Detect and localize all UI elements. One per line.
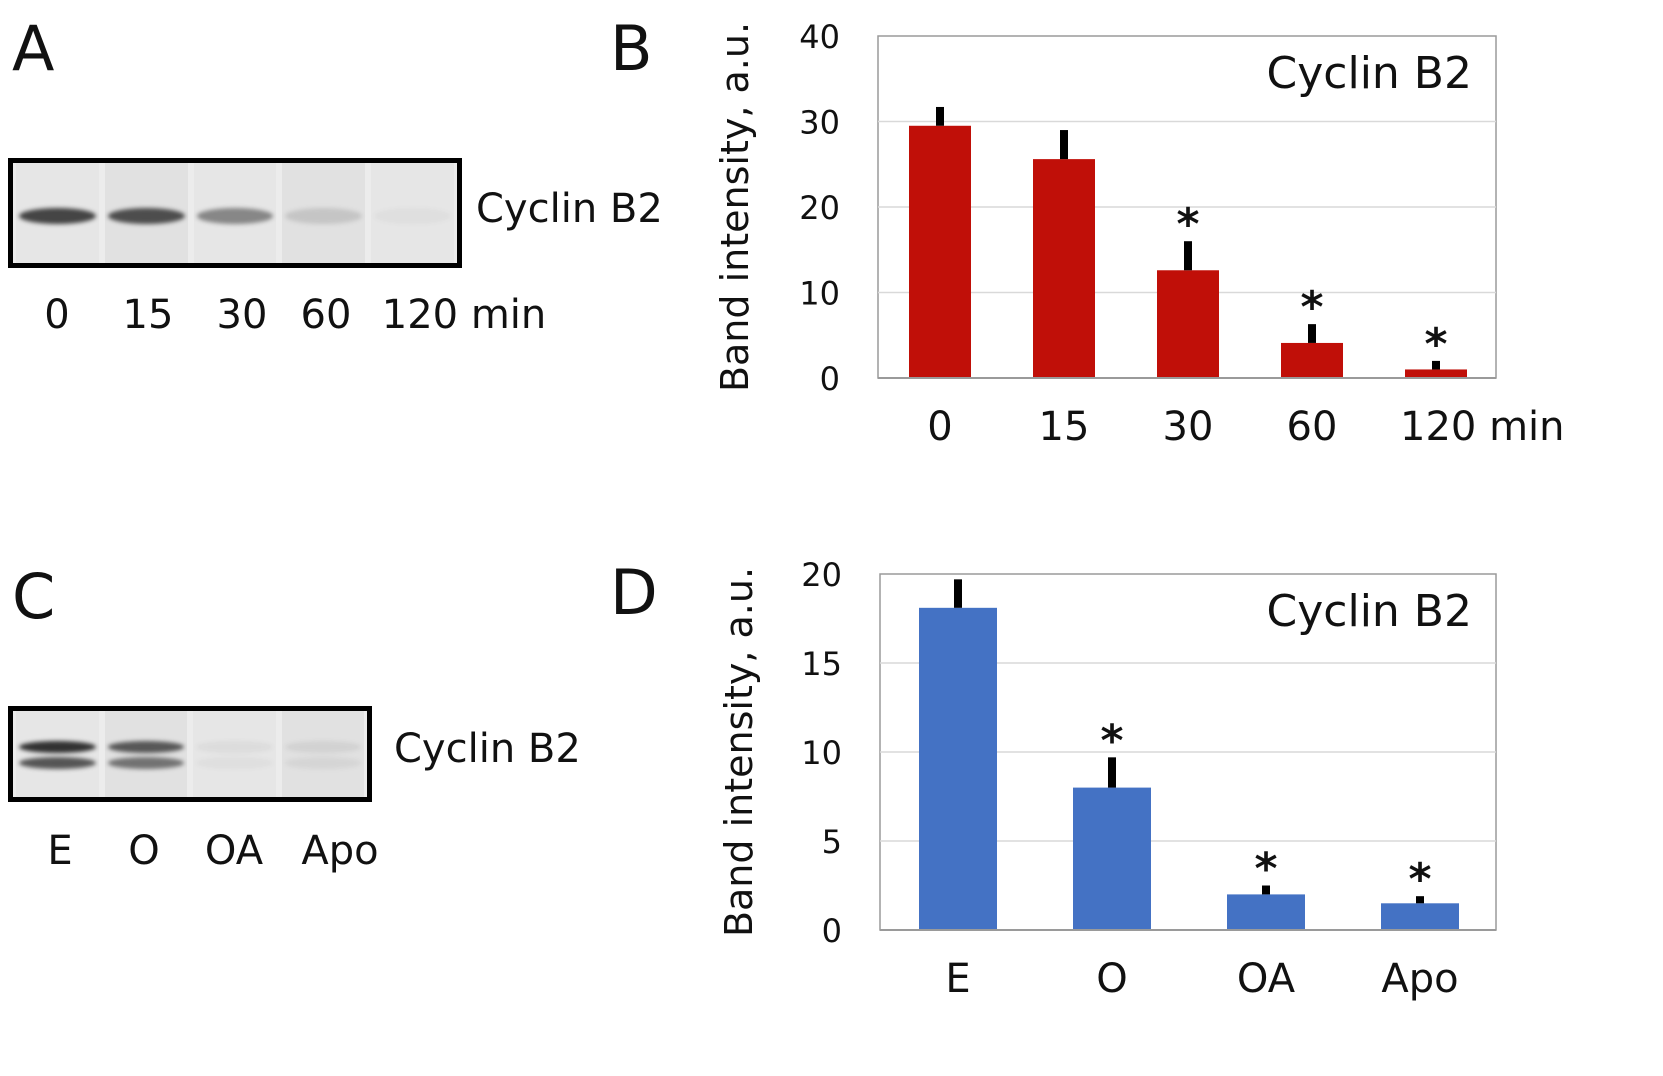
x-tick-label: OA (1237, 956, 1296, 1002)
chart-title: Cyclin B2 (1267, 48, 1472, 99)
protein-band (196, 741, 273, 753)
x-tick-label: Apo (1381, 956, 1458, 1002)
protein-band (19, 757, 96, 769)
x-tick-label: 120 min (1400, 404, 1565, 450)
protein-band (284, 757, 361, 769)
significance-marker: * (1100, 715, 1123, 766)
chart-group: 0 5 10 15 20 E * O * OA * Apo Cyclin B2 Band intensit… (717, 556, 1497, 1002)
x-tick-label: 0 (927, 404, 952, 450)
protein-band (374, 208, 451, 224)
bar (1157, 270, 1219, 378)
bar (1381, 903, 1459, 930)
y-tick-label: 20 (801, 556, 842, 594)
x-tick-label: 15 (1039, 404, 1090, 450)
bar (1227, 894, 1305, 930)
y-tick-label: 40 (799, 18, 840, 56)
significance-marker: * (1408, 854, 1431, 905)
blot-lane (193, 711, 276, 797)
y-tick-label: 0 (820, 360, 840, 398)
blot-label-c: Cyclin B2 (394, 726, 581, 772)
significance-marker: * (1300, 282, 1323, 333)
bar (1073, 787, 1151, 930)
panel-letter-c: C (12, 560, 56, 633)
chart-group: 0 10 20 30 40 0 15 * 30 * 60 * 120 min Cyclin B2 Band … (713, 18, 1565, 450)
lane-label: O (128, 828, 160, 874)
y-tick-label: 10 (801, 734, 842, 772)
bar (919, 607, 997, 930)
y-tick-label: 0 (822, 912, 842, 950)
x-tick-label: 30 (1163, 404, 1214, 450)
y-tick-label: 20 (799, 189, 840, 227)
protein-band (107, 741, 184, 753)
blot-lane (16, 711, 99, 797)
blot-lane (281, 711, 364, 797)
bar (1405, 369, 1467, 378)
y-tick-label: 15 (801, 645, 842, 683)
x-tick-label: O (1096, 956, 1127, 1002)
panel-letter-a: A (12, 12, 55, 85)
lane-label: 120 min (381, 292, 547, 338)
protein-band (107, 757, 184, 769)
bar (1281, 342, 1343, 378)
significance-marker: * (1254, 844, 1277, 895)
blot-lane (282, 163, 366, 263)
western-blot-c (8, 706, 372, 802)
protein-band (285, 208, 363, 224)
panel-letter-b: B (610, 12, 653, 85)
lane-label: 0 (44, 292, 70, 338)
western-blot-a (8, 158, 462, 268)
y-tick-label: 5 (822, 823, 842, 861)
y-tick-label: 10 (799, 275, 840, 313)
blot-label-a: Cyclin B2 (476, 186, 663, 232)
significance-marker: * (1176, 199, 1199, 250)
x-tick-label: 60 (1287, 404, 1338, 450)
y-tick-label: 30 (799, 104, 840, 142)
bar (909, 125, 971, 379)
protein-band (19, 741, 96, 753)
protein-band (196, 757, 273, 769)
lane-label: 60 (300, 292, 352, 338)
blot-lane (104, 711, 187, 797)
y-axis-label: Band intensity, a.u. (717, 567, 761, 937)
lane-label: E (47, 828, 73, 874)
protein-band (196, 208, 274, 224)
lane-label: Apo (301, 828, 379, 874)
lane-label: OA (204, 828, 264, 874)
x-tick-label: E (945, 956, 970, 1002)
bar (1033, 159, 1095, 378)
protein-band (284, 741, 361, 753)
blot-lane (371, 163, 454, 263)
protein-band (19, 208, 96, 224)
protein-band (107, 208, 185, 224)
significance-marker: * (1424, 319, 1447, 370)
lane-label: 15 (122, 292, 174, 338)
chart-title: Cyclin B2 (1267, 586, 1472, 637)
lane-label: 30 (216, 292, 268, 338)
y-axis-label: Band intensity, a.u. (713, 22, 757, 392)
panel-letter-d: D (610, 556, 658, 629)
